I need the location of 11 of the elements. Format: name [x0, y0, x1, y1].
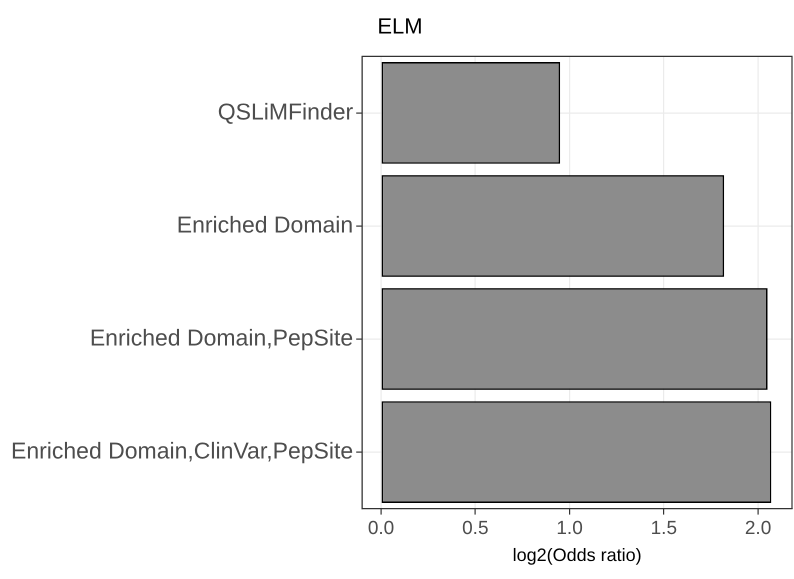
x-tick-label: 0.0 — [368, 518, 394, 540]
x-tick-label: 2.0 — [744, 518, 772, 540]
chart-title: ELM — [377, 13, 423, 38]
x-tick-label: 1.5 — [650, 518, 678, 540]
y-tick-label: Enriched Domain,ClinVar,PepSite — [10, 437, 354, 464]
y-tick-label: Enriched Domain — [176, 211, 354, 238]
x-tick-label: 1.0 — [556, 518, 583, 540]
y-tick-label: QSLiMFinder — [218, 98, 354, 124]
x-axis-title: log2(Odds ratio) — [512, 545, 642, 566]
x-tick-label: 0.5 — [462, 518, 489, 540]
y-tick-label: Enriched Domain,PepSite — [90, 324, 354, 350]
